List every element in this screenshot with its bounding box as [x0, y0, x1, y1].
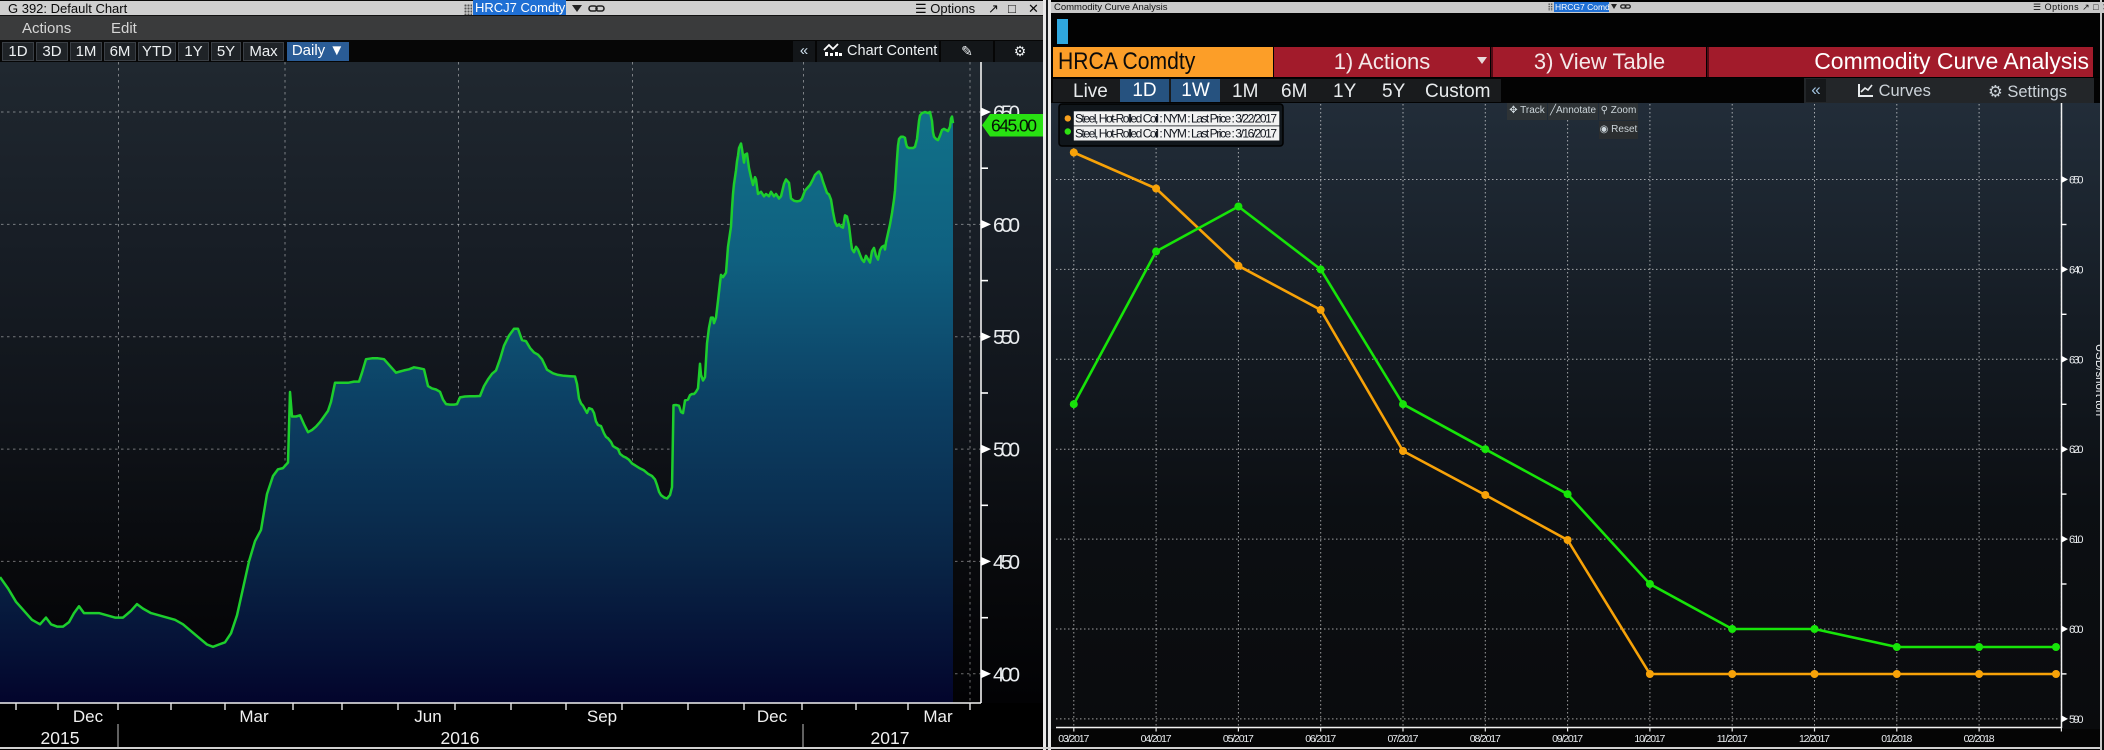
svg-text:630: 630: [2069, 354, 2084, 366]
svg-text:07/2017: 07/2017: [1388, 733, 1419, 745]
svg-text:620: 620: [2069, 444, 2084, 456]
svg-text:Mar: Mar: [239, 707, 269, 726]
svg-text:03/2017: 03/2017: [1058, 733, 1089, 745]
svg-text:550: 550: [993, 326, 1020, 349]
svg-text:Mar: Mar: [923, 707, 953, 726]
svg-text:Dec: Dec: [73, 707, 104, 726]
svg-text:Steel, Hot-Rolled Coil : NYM :: Steel, Hot-Rolled Coil : NYM : Last Pric…: [1075, 126, 1277, 140]
svg-text:590: 590: [2069, 714, 2084, 726]
svg-text:650: 650: [2069, 175, 2084, 187]
svg-text:10/2017: 10/2017: [1634, 733, 1665, 745]
svg-text:05/2017: 05/2017: [1223, 733, 1254, 745]
svg-text:08/2017: 08/2017: [1470, 733, 1501, 745]
svg-text:02/2018: 02/2018: [1964, 733, 1995, 745]
svg-text:400: 400: [993, 663, 1020, 686]
svg-text:640: 640: [2069, 264, 2084, 276]
svg-text:600: 600: [993, 214, 1020, 237]
svg-text:09/2017: 09/2017: [1552, 733, 1583, 745]
svg-text:600: 600: [2069, 624, 2084, 636]
svg-text:2016: 2016: [441, 728, 480, 748]
svg-text:645.00: 645.00: [991, 116, 1037, 136]
svg-text:2017: 2017: [871, 728, 910, 748]
svg-text:04/2017: 04/2017: [1141, 733, 1172, 745]
svg-text:11/2017: 11/2017: [1717, 733, 1748, 745]
svg-text:12/2017: 12/2017: [1799, 733, 1830, 745]
svg-text:06/2017: 06/2017: [1305, 733, 1336, 745]
svg-text:2015: 2015: [41, 728, 80, 748]
svg-text:USD/short ton: USD/short ton: [2093, 344, 2104, 416]
svg-text:Steel, Hot-Rolled Coil : NYM :: Steel, Hot-Rolled Coil : NYM : Last Pric…: [1075, 111, 1277, 125]
svg-text:Jun: Jun: [414, 707, 441, 726]
svg-text:500: 500: [993, 439, 1020, 462]
svg-text:610: 610: [2069, 534, 2084, 546]
svg-text:450: 450: [993, 551, 1020, 574]
svg-text:01/2018: 01/2018: [1881, 733, 1912, 745]
svg-text:Sep: Sep: [587, 707, 617, 726]
svg-text:Dec: Dec: [757, 707, 788, 726]
